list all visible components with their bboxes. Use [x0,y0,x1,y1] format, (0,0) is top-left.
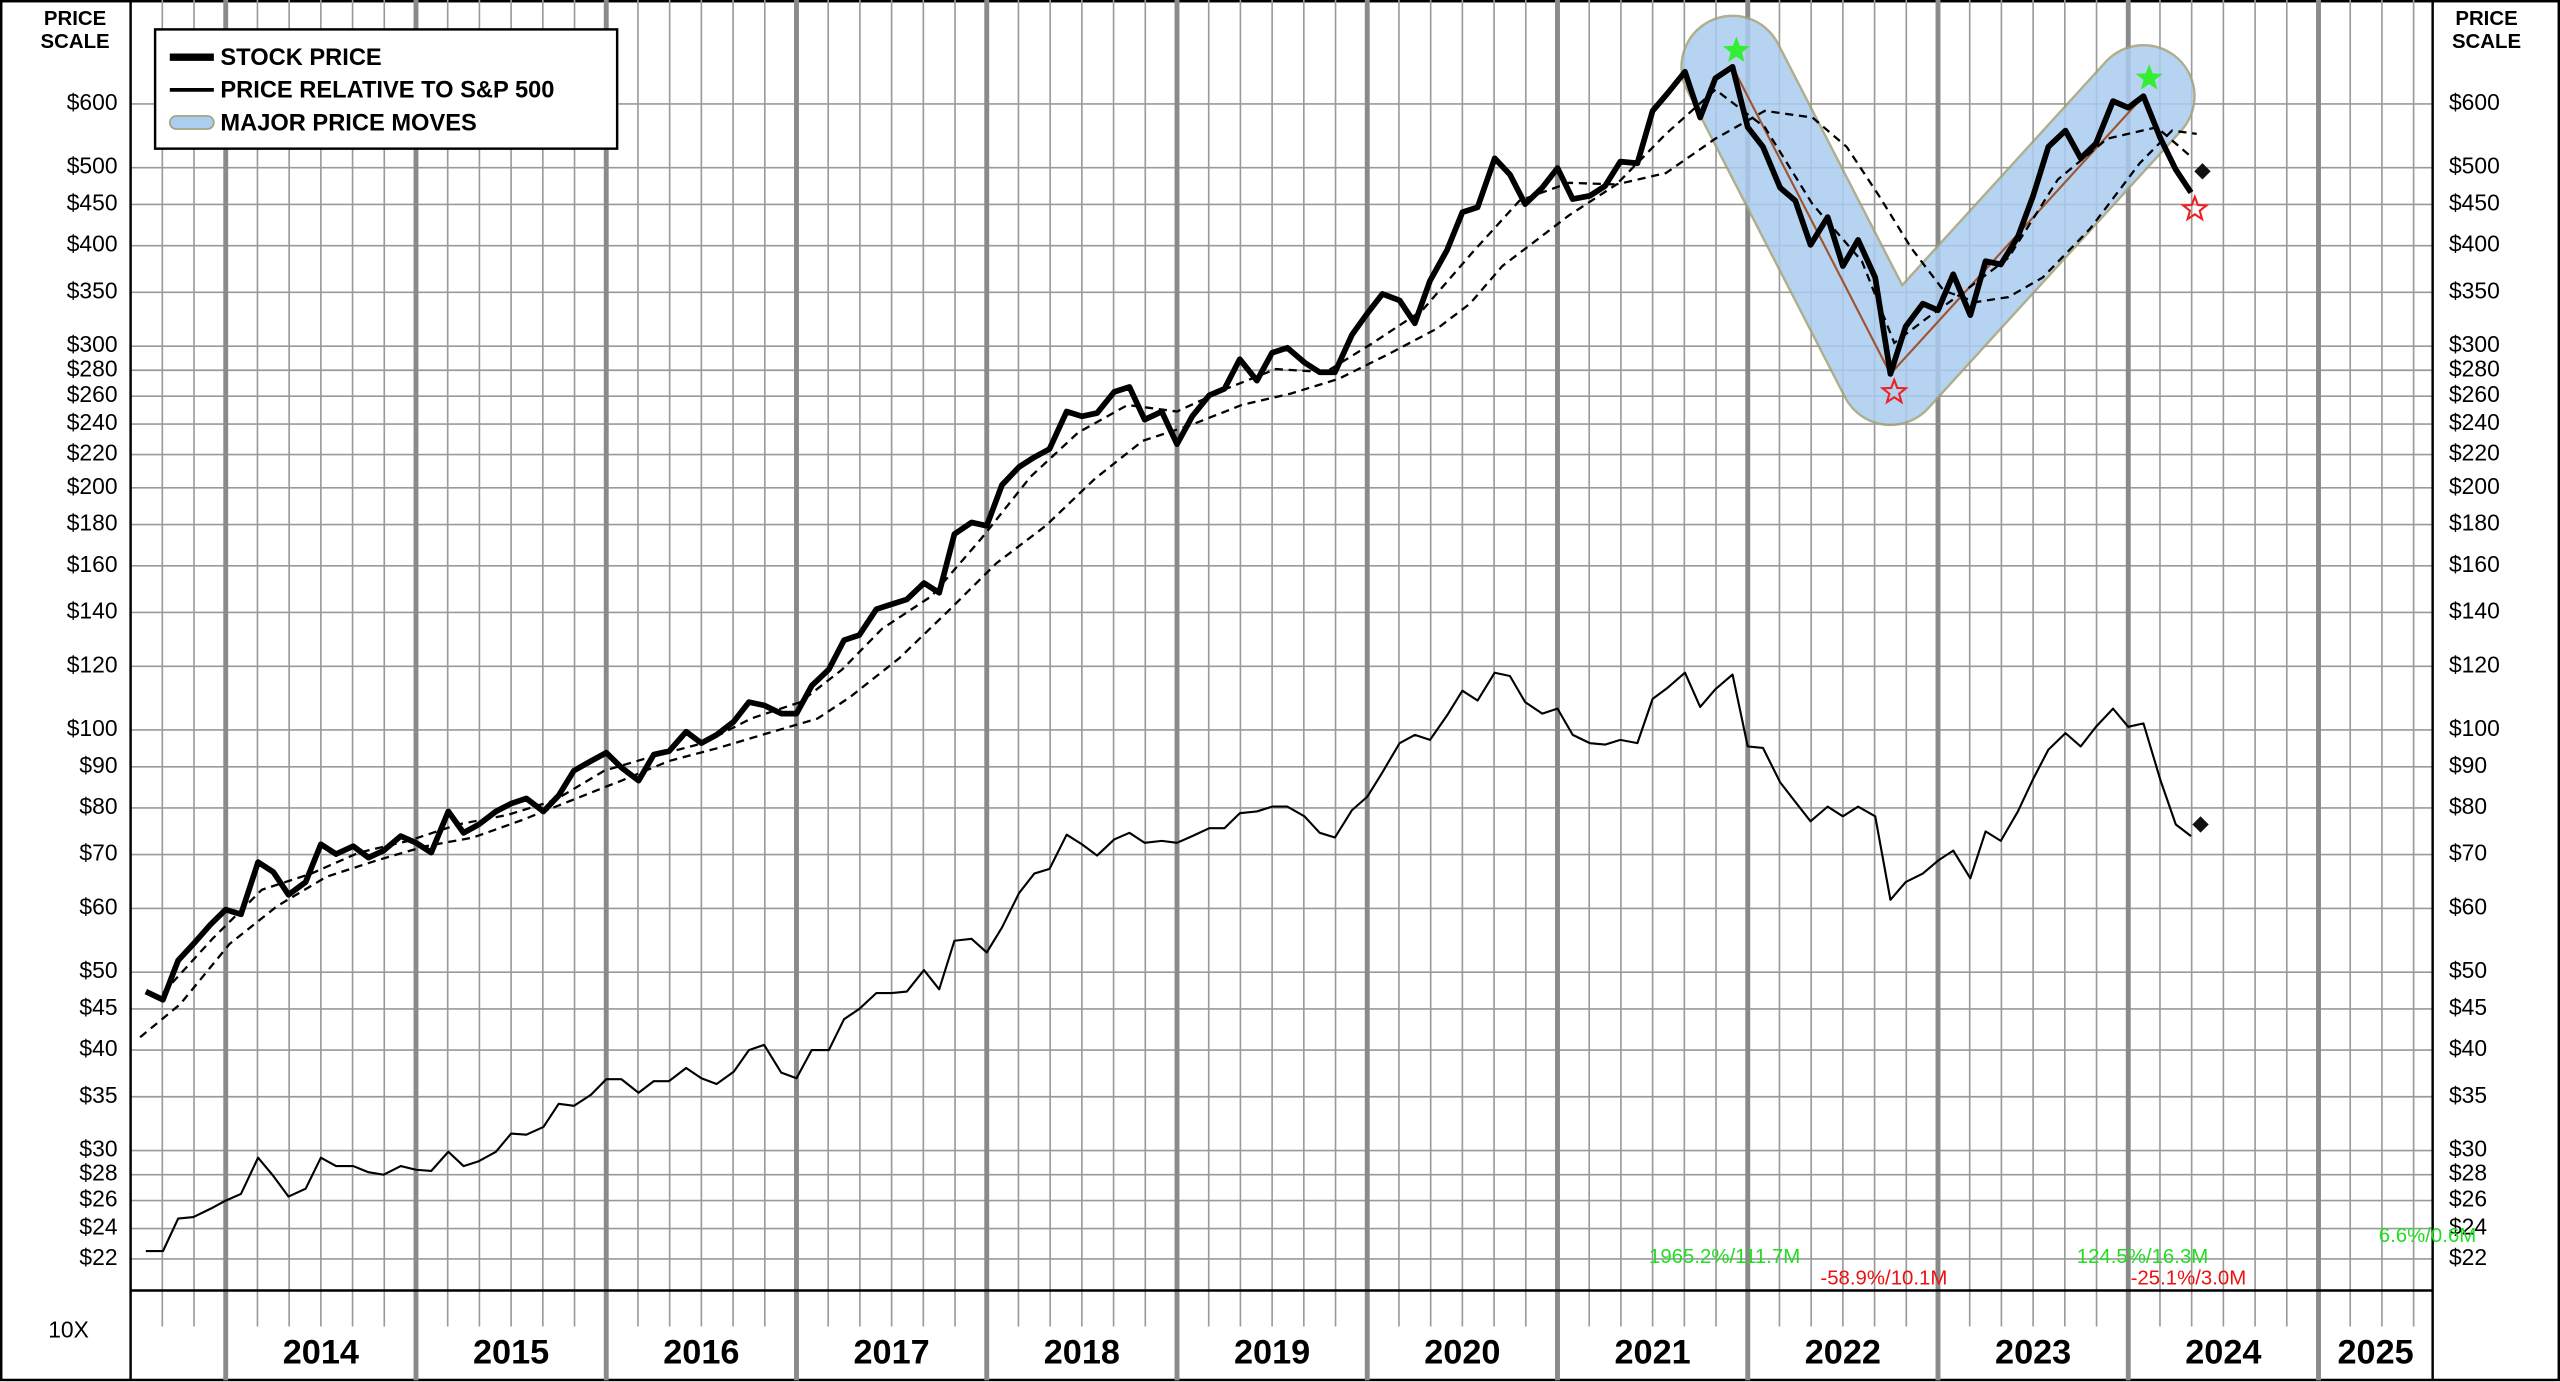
x-tick-label: 2016 [663,1333,739,1371]
y-tick-label: $280 [2449,355,2500,381]
y-tick-label: $70 [2449,840,2487,866]
x-tick-label: 2022 [1805,1333,1881,1371]
y-tick-label: $100 [2449,715,2500,741]
y-tick-label: $45 [79,994,117,1020]
y-tick-label: $180 [2449,510,2500,536]
y-tick-label: $280 [67,355,118,381]
y-tick-label: $120 [67,651,118,677]
x-tick-label: 2024 [2185,1333,2261,1371]
move-annotation: -25.1%/3.0M [2131,1267,2247,1289]
y-tick-label: $200 [2449,473,2500,499]
y-tick-label: $80 [2449,793,2487,819]
y-tick-label: $40 [79,1035,117,1061]
y-tick-label: $350 [67,277,118,303]
move-annotation: 6.6%/0.6M [2379,1225,2477,1247]
y-tick-label: $40 [2449,1035,2487,1061]
y-tick-label: $140 [2449,597,2500,623]
scale-note: 10X [48,1316,89,1342]
y-tick-label: $50 [2449,957,2487,983]
y-tick-label: $200 [67,473,118,499]
move-star [1879,376,1909,405]
y-tick-label: $240 [67,409,118,435]
y-tick-label: $220 [2449,440,2500,466]
x-tick-label: 2019 [1234,1333,1310,1371]
y-tick-label: $500 [2449,153,2500,179]
legend-label: STOCK PRICE [220,45,381,71]
y-tick-label: $26 [79,1186,117,1212]
legend-box [153,28,619,150]
y-tick-label: $300 [2449,331,2500,357]
y-tick-label: $160 [2449,551,2500,577]
y-tick-label: $220 [67,440,118,466]
y-tick-label: $70 [79,840,117,866]
grid [129,0,2434,1381]
move-star [1722,36,1750,63]
y-tick-label: $450 [67,190,118,216]
y-tick-label: $100 [67,715,118,741]
price-line [145,671,2192,1253]
y-tick-label: $240 [2449,409,2500,435]
y-tick-label: $400 [2449,231,2500,257]
y-tick-label: $22 [2449,1244,2487,1270]
y-tick-label: $24 [79,1214,117,1240]
y-axis-title: SCALE [2452,31,2521,53]
y-tick-label: $350 [2449,277,2500,303]
x-tick-label: 2018 [1044,1333,1120,1371]
move-annotation: -58.9%/10.1M [1820,1267,1947,1289]
y-tick-label: $60 [2449,893,2487,919]
y-tick-label: $260 [67,381,118,407]
moving-average-line [139,109,2197,1039]
y-tick-label: $180 [67,510,118,536]
y-axis-title: PRICE [2455,8,2517,30]
legend-swatch [168,115,215,130]
legend-label: PRICE RELATIVE TO S&P 500 [220,78,554,104]
y-tick-label: $28 [79,1160,117,1186]
y-tick-label: $35 [79,1082,117,1108]
y-tick-label: $600 [2449,89,2500,115]
y-tick-label: $120 [2449,651,2500,677]
y-tick-label: $160 [67,551,118,577]
y-tick-label: $22 [79,1244,117,1270]
move-annotation: 124.5%/16.3M [2077,1246,2209,1268]
y-tick-label: $28 [2449,1160,2487,1186]
price-line [144,63,2194,1003]
legend: STOCK PRICE PRICE RELATIVE TO S&P 500 MAJO… [153,28,619,150]
move-star [2180,193,2210,222]
y-tick-label: $60 [79,893,117,919]
move-annotation: 1965.2%/111.7M [1649,1246,1800,1268]
y-tick-label: $30 [79,1136,117,1162]
y-tick-label: $50 [79,957,117,983]
y-tick-label: $45 [2449,994,2487,1020]
x-tick-label: 2020 [1424,1333,1500,1371]
y-tick-label: $26 [2449,1186,2487,1212]
y-tick-label: $90 [79,752,117,778]
x-tick-label: 2015 [473,1333,549,1371]
x-tick-label: 2021 [1615,1333,1691,1371]
axis-labels: PRICE SCALE PRICE SCALE 10X $600 $600 $500… [41,8,2522,1371]
y-axis-title: PRICE [44,8,106,30]
y-axis-title: SCALE [41,31,110,53]
x-tick-label: 2014 [283,1333,359,1371]
x-tick-label: 2025 [2337,1333,2413,1371]
y-tick-label: $300 [67,331,118,357]
y-tick-label: $24 [2449,1214,2487,1240]
y-tick-label: $35 [2449,1082,2487,1108]
end-marker [2192,816,2209,833]
y-tick-label: $400 [67,231,118,257]
y-tick-label: $80 [79,793,117,819]
y-tick-label: $600 [67,89,118,115]
x-tick-label: 2017 [853,1333,929,1371]
y-tick-label: $450 [2449,190,2500,216]
y-tick-label: $500 [67,153,118,179]
legend-label: MAJOR PRICE MOVES [220,110,476,136]
plot-area [139,14,2211,1253]
x-tick-label: 2023 [1995,1333,2071,1371]
y-tick-label: $90 [2449,752,2487,778]
y-tick-label: $30 [2449,1136,2487,1162]
y-tick-label: $260 [2449,381,2500,407]
y-tick-label: $140 [67,597,118,623]
move-star [2135,64,2163,90]
